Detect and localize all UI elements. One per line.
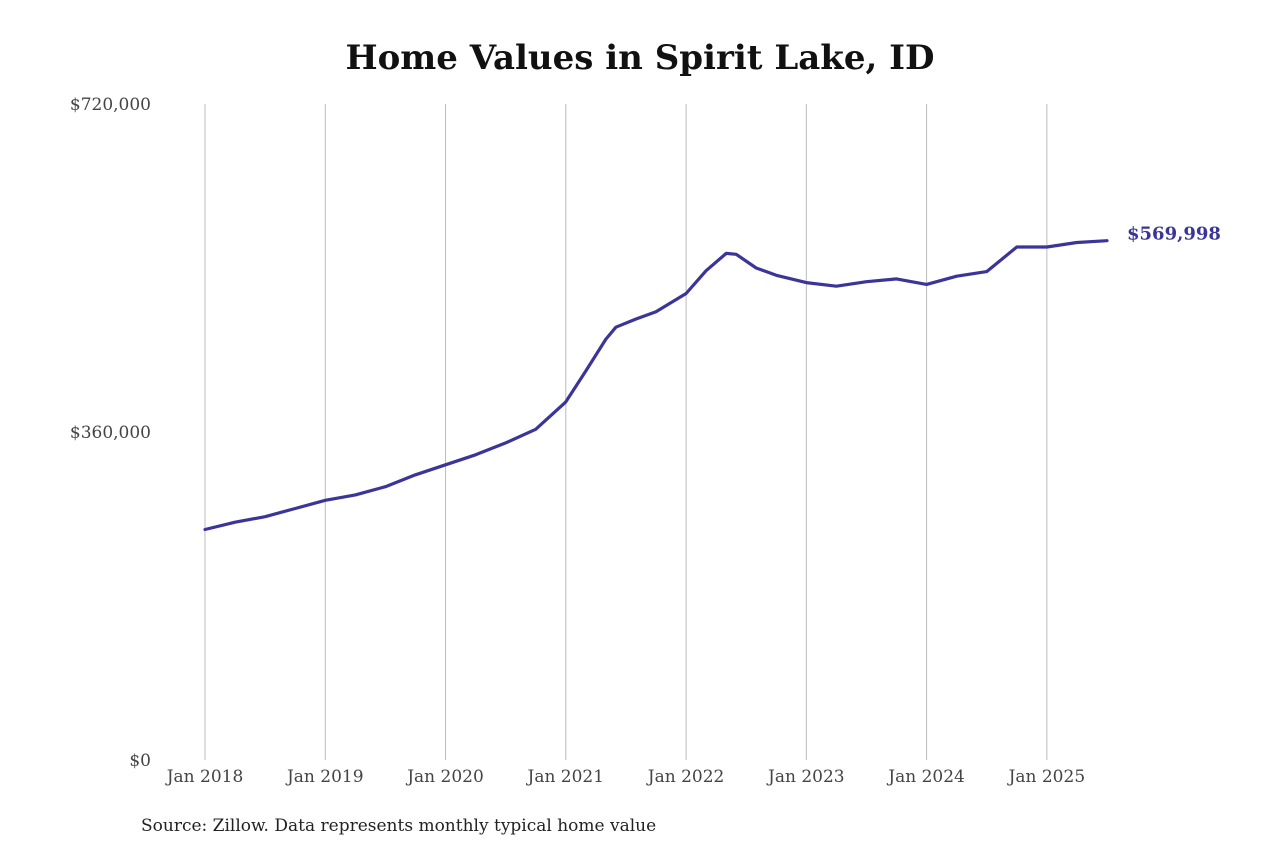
x-tick-label-2: Jan 2020 [405, 767, 484, 787]
x-tick-label-5: Jan 2023 [766, 767, 845, 787]
grid-lines [204, 104, 1048, 760]
x-tick-label-4: Jan 2022 [646, 767, 725, 787]
x-tick-label-3: Jan 2021 [526, 767, 605, 787]
y-tick-label-1: $360,000 [70, 423, 151, 443]
end-value-label: $569,998 [1127, 224, 1221, 245]
x-tick-label-0: Jan 2018 [165, 767, 244, 787]
x-tick-label-6: Jan 2024 [886, 767, 965, 787]
y-tick-label-0: $0 [129, 751, 151, 771]
chart-title: Home Values in Spirit Lake, ID [345, 38, 935, 78]
x-tick-label-7: Jan 2025 [1007, 767, 1086, 787]
source-note: Source: Zillow. Data represents monthly … [141, 816, 657, 836]
x-tick-label-1: Jan 2019 [285, 767, 364, 787]
series-line-0 [203, 239, 1109, 532]
y-tick-label-2: $720,000 [70, 95, 151, 115]
series-layer [203, 239, 1109, 532]
x-axis-ticks: Jan 2018 Jan 2019 Jan 2020 Jan 2021 Jan 2022… [165, 767, 1085, 787]
end-label-layer: $569,998 [1127, 224, 1221, 245]
y-axis-ticks: $0 $360,000 $720,000 [70, 95, 151, 771]
